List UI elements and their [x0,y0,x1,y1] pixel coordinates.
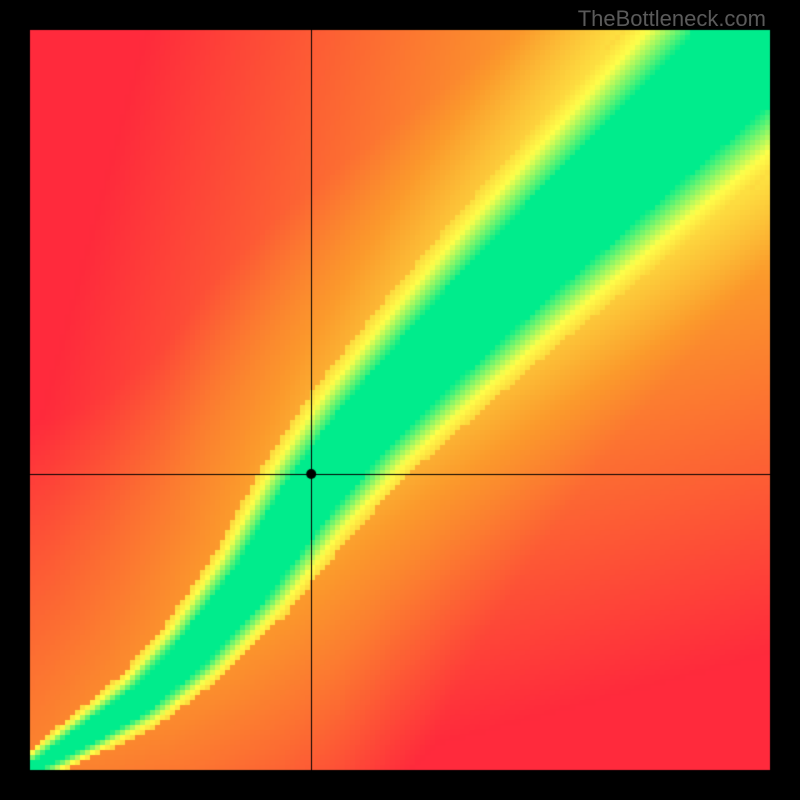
watermark-text: TheBottleneck.com [578,6,766,32]
bottleneck-heatmap [0,0,800,800]
